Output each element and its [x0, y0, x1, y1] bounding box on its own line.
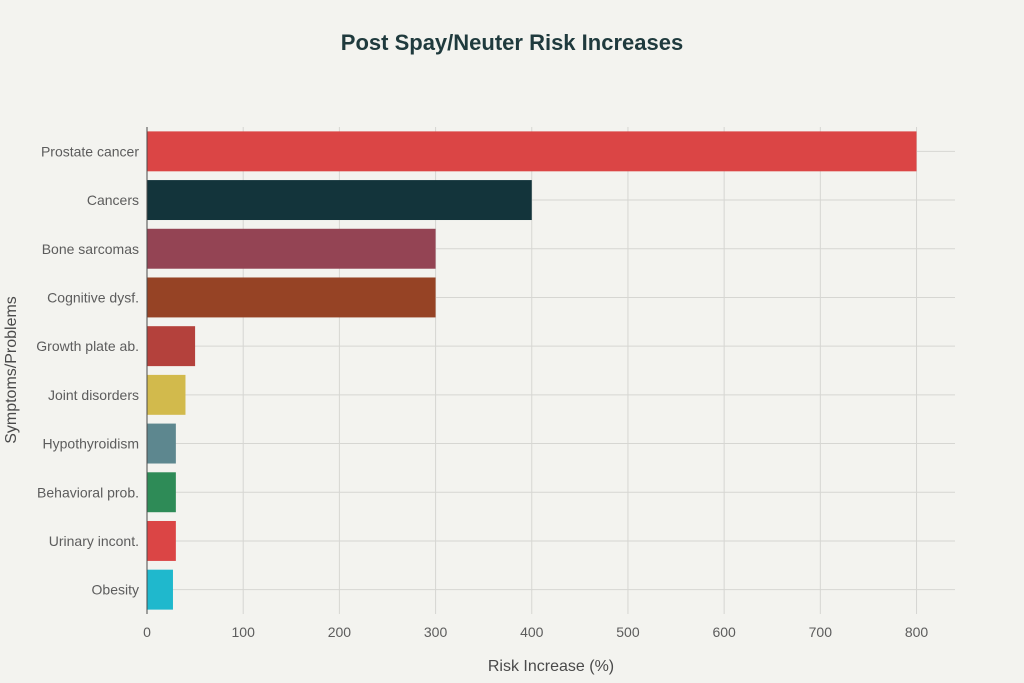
x-tick-label: 700: [809, 624, 833, 640]
y-axis-title: Symptoms/Problems: [3, 296, 20, 444]
x-tick-label: 200: [328, 624, 352, 640]
x-tick-label: 0: [143, 624, 151, 640]
bar-bone-sarcomas: [147, 228, 436, 269]
x-tick-labels: 0 100 200 300 400 500 600 700 800: [143, 624, 928, 640]
x-tick-label: 800: [905, 624, 929, 640]
bar-cognitive-dysf: [147, 277, 436, 318]
bar-joint-disorders: [147, 374, 186, 415]
x-axis-title: Risk Increase (%): [488, 658, 614, 675]
y-tick-label: Joint disorders: [48, 387, 139, 403]
y-tick-label: Prostate cancer: [41, 143, 139, 159]
y-tick-label: Urinary incont.: [49, 533, 139, 549]
y-tick-label: Bone sarcomas: [42, 241, 139, 257]
x-tick-label: 400: [520, 624, 544, 640]
bar-growth-plate-ab: [147, 326, 196, 367]
bar-behavioral-prob: [147, 472, 176, 513]
bar-urinary-incont: [147, 520, 176, 561]
x-tick-label: 500: [616, 624, 640, 640]
y-tick-labels: Prostate cancer Cancers Bone sarcomas Cogni…: [36, 143, 139, 597]
x-tick-label: 300: [424, 624, 448, 640]
x-tick-label: 100: [232, 624, 256, 640]
y-tick-label: Growth plate ab.: [36, 338, 139, 354]
x-tick-label: 600: [712, 624, 736, 640]
bar-obesity: [147, 569, 173, 610]
y-tick-label: Obesity: [92, 582, 139, 598]
bar-cancers: [147, 180, 532, 221]
y-tick-label: Behavioral prob.: [37, 484, 139, 500]
chart-title: Post Spay/Neuter Risk Increases: [341, 30, 683, 55]
y-tick-label: Hypothyroidism: [43, 436, 139, 452]
y-tick-label: Cancers: [87, 192, 139, 208]
bars: [147, 131, 917, 610]
bar-hypothyroidism: [147, 423, 176, 464]
y-tick-label: Cognitive dysf.: [47, 289, 139, 305]
bar-prostate-cancer: [147, 131, 917, 172]
